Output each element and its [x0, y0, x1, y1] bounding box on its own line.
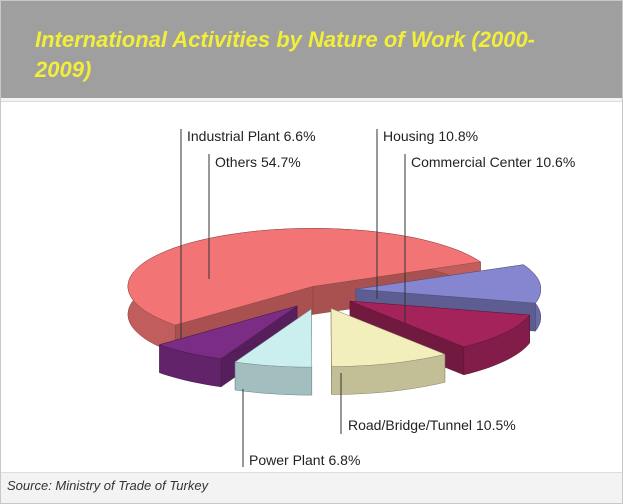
slice-label: Industrial Plant 6.6% [187, 128, 316, 144]
label-value: 10.8% [438, 128, 478, 144]
label-value: 54.7% [261, 154, 301, 170]
slice [330, 308, 446, 367]
label-name: Housing [383, 128, 434, 144]
label-name: Road/Bridge/Tunnel [348, 417, 472, 433]
slice [355, 264, 542, 304]
label-value: 6.6% [284, 128, 316, 144]
header: International Activities by Nature of Wo… [1, 1, 622, 98]
label-name: Industrial Plant [187, 128, 280, 144]
label-value: 6.8% [328, 452, 360, 468]
label-name: Others [215, 154, 257, 170]
label-value: 10.5% [476, 417, 516, 433]
slice-label: Road/Bridge/Tunnel 10.5% [348, 417, 516, 433]
slice [127, 228, 482, 326]
label-name: Power Plant [249, 452, 325, 468]
slice-label: Housing 10.8% [383, 128, 478, 144]
chart-title: International Activities by Nature of Wo… [35, 27, 536, 82]
slice-label: Power Plant 6.8% [249, 452, 360, 468]
slice-label: Others 54.7% [215, 154, 301, 170]
slice-label: Commercial Center 10.6% [411, 154, 575, 170]
slice [158, 305, 298, 360]
slice [349, 300, 531, 348]
source-note: Source: Ministry of Trade of Turkey [7, 478, 209, 493]
label-value: 10.6% [536, 154, 576, 170]
slice [234, 308, 313, 368]
label-name: Commercial Center [411, 154, 532, 170]
pie [127, 228, 542, 396]
